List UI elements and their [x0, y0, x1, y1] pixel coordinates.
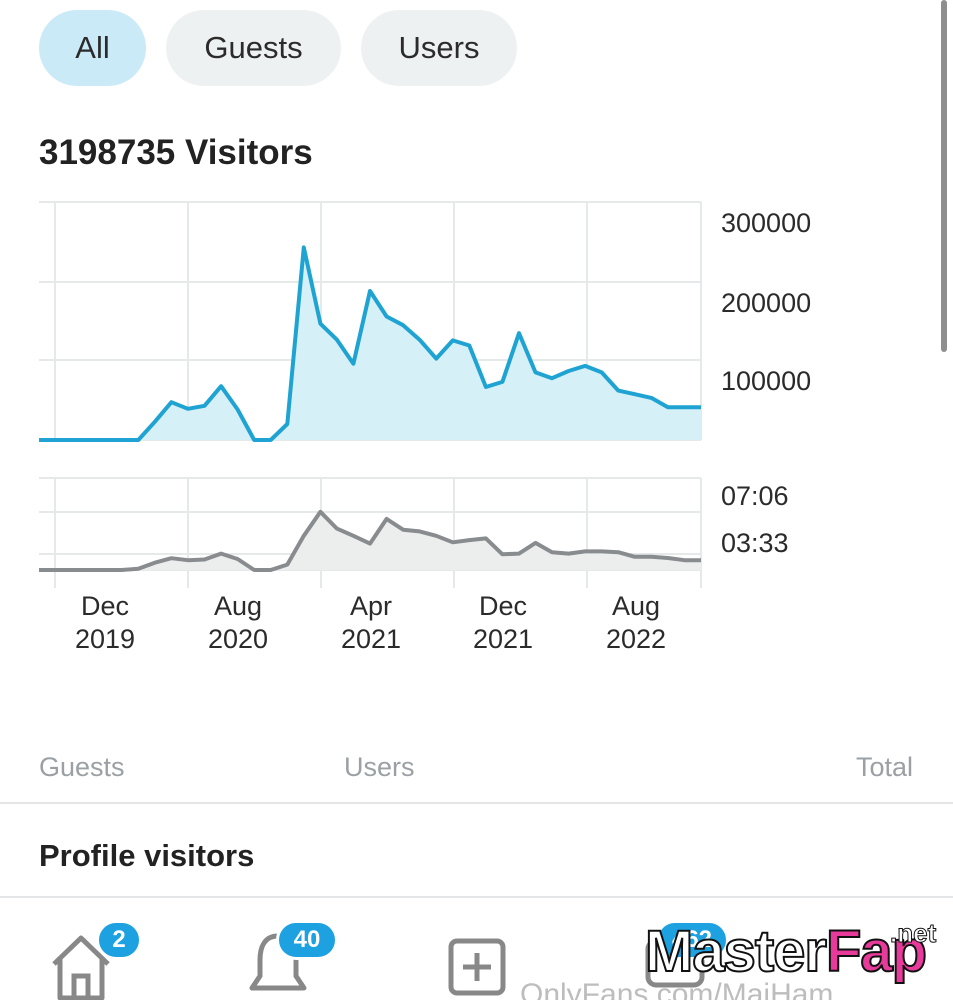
legend-total[interactable]: Total	[855, 752, 913, 782]
x-tick-year: 2020	[208, 624, 268, 654]
duration-area-fill	[39, 511, 701, 570]
x-tick-year: 2021	[473, 624, 533, 654]
y-tick-label: 100000	[721, 366, 811, 396]
visitors-count-title: 3198735 Visitors	[39, 133, 313, 172]
tab-guests[interactable]: Guests	[166, 10, 341, 86]
nav-home[interactable]	[50, 930, 112, 1000]
y-tick-label: 300000	[721, 208, 811, 238]
home-badge: 2	[96, 920, 142, 960]
legend-users[interactable]: Users	[344, 752, 415, 782]
x-tick-month: Aug	[612, 591, 660, 621]
x-tick-month: Aug	[214, 591, 262, 621]
x-tick-month: Dec	[81, 591, 129, 621]
messages-badge: 462	[655, 920, 729, 960]
x-tick-year: 2019	[75, 624, 135, 654]
legend-guests[interactable]: Guests	[39, 752, 125, 782]
bottom-navigation: 2 40 462	[0, 900, 953, 1000]
home-icon	[52, 935, 110, 1000]
tab-all[interactable]: All	[39, 10, 146, 86]
profile-visitors-title: Profile visitors	[39, 838, 255, 873]
y-tick-label: 03:33	[721, 528, 789, 558]
scrollbar[interactable]	[941, 0, 947, 352]
y-tick-label: 200000	[721, 288, 811, 318]
x-tick-year: 2021	[341, 624, 401, 654]
duration-line	[39, 509, 701, 572]
x-tick-month: Apr	[350, 591, 392, 621]
watermark-master: Master	[644, 918, 828, 985]
x-tick-year: 2022	[606, 624, 666, 654]
visitors-charts: 30000020000010000007:0603:33Dec2019Aug20…	[39, 201, 811, 654]
watermark-net: .net	[889, 918, 937, 949]
visitors-area-fill	[39, 247, 701, 440]
watermark-fap: Fap	[825, 918, 928, 985]
notifications-badge: 40	[276, 920, 338, 960]
y-tick-label: 07:06	[721, 481, 789, 511]
x-tick-month: Dec	[479, 591, 527, 621]
url-watermark-text: OnlyFans.com/MaiHam	[520, 978, 834, 1000]
watermark-logo: MasterFap	[644, 918, 928, 985]
tab-users[interactable]: Users	[361, 10, 517, 86]
visitors-line	[39, 245, 701, 442]
add-square-icon	[448, 938, 506, 996]
filter-tabs: All Guests Users	[39, 10, 517, 86]
divider	[0, 802, 953, 804]
divider	[0, 896, 953, 898]
nav-new-post[interactable]	[448, 938, 506, 996]
